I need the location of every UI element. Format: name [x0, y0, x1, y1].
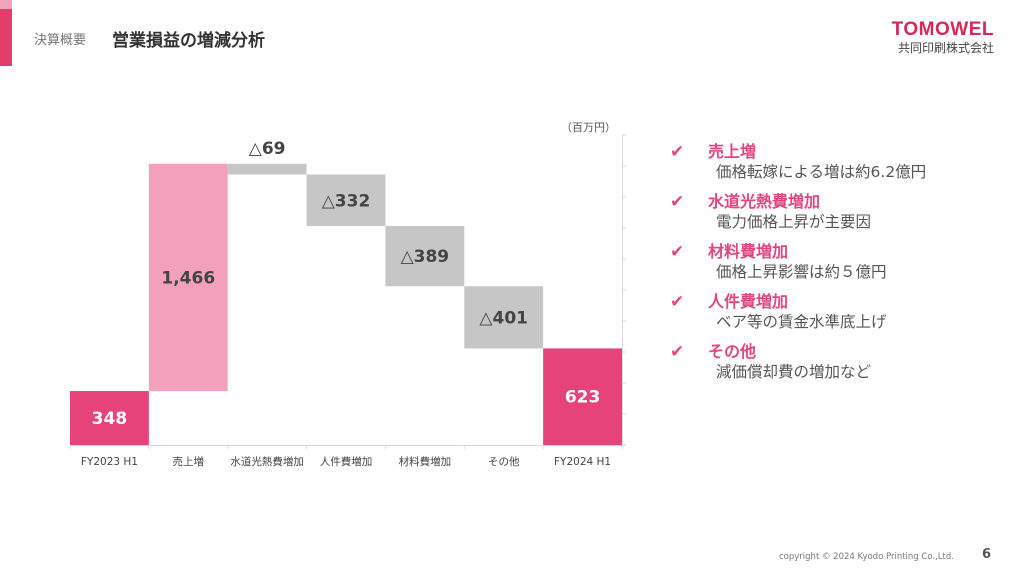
check-icon: ✔ [670, 142, 685, 162]
data-label: △69 [249, 139, 286, 159]
category-label: 人件費増加 [320, 455, 373, 468]
logo-company: 共同印刷株式会社 [897, 41, 994, 55]
copyright: copyright © 2024 Kyodo Printing Co.,Ltd. [779, 552, 954, 562]
page-number: 6 [982, 547, 992, 562]
category-label: FY2024 H1 [554, 456, 611, 468]
data-label: 348 [92, 409, 128, 429]
note-body: 価格転嫁による増は約6.2億円 [716, 163, 927, 181]
check-icon: ✔ [670, 242, 685, 262]
bar-6 [543, 348, 622, 445]
note-item: ✔ 水道光熱費増加電力価格上昇が主要因 [670, 192, 926, 233]
accent-bar-top [0, 0, 12, 9]
note-title: 材料費増加 [708, 242, 789, 261]
bar-4 [385, 225, 465, 287]
check-icon: ✔ [670, 192, 685, 212]
page-title: 営業損益の増減分析 [112, 31, 265, 51]
note-heading: ✔ 売上増 [670, 142, 926, 162]
category-label: 材料費増加 [399, 455, 452, 468]
note-heading: ✔ 人件費増加 [670, 292, 926, 312]
category-label: 水道光熱費増加 [230, 455, 304, 468]
data-label: 623 [565, 388, 601, 408]
note-heading: ✔ 材料費増加 [670, 242, 926, 262]
note-body: ベア等の賃金水準底上げ [716, 313, 887, 331]
note-title: 人件費増加 [708, 292, 789, 311]
data-label: △401 [479, 308, 528, 328]
note-item: ✔ 人件費増加ベア等の賃金水準底上げ [670, 292, 926, 333]
check-icon: ✔ [670, 342, 685, 362]
bar-0 [70, 391, 149, 445]
logo-name: TOMOWEL [891, 19, 994, 40]
note-title: 売上増 [708, 142, 757, 161]
notes-list: ✔ 売上増価格転嫁による増は約6.2億円 ✔ 水道光熱費増加電力価格上昇が主要因 ✔ 材料… [670, 142, 926, 392]
note-body: 電力価格上昇が主要因 [716, 213, 872, 231]
bar-2 [227, 163, 307, 175]
note-heading: ✔ 水道光熱費増加 [670, 192, 926, 212]
note-title: 水道光熱費増加 [708, 192, 821, 211]
note-heading: ✔ その他 [670, 342, 926, 362]
note-body: 減価償却費の増加など [716, 363, 872, 381]
note-body: 価格上昇影響は約５億円 [716, 263, 887, 281]
note-item: ✔ 材料費増加価格上昇影響は約５億円 [670, 242, 926, 283]
section-label: 決算概要 [34, 33, 87, 48]
bar-5 [464, 286, 544, 349]
check-icon: ✔ [670, 292, 685, 312]
unit-label: （百万円） [561, 121, 616, 134]
note-item: ✔ 売上増価格転嫁による増は約6.2億円 [670, 142, 926, 183]
logo: TOMOWEL 共同印刷株式会社 [892, 20, 994, 56]
note-title: その他 [708, 342, 757, 361]
category-label: 売上増 [173, 455, 205, 468]
data-label: △389 [401, 247, 450, 267]
data-label: △332 [322, 191, 371, 211]
accent-bar [0, 9, 12, 66]
data-label: 1,466 [161, 268, 215, 288]
bar-3 [306, 174, 386, 226]
category-label: その他 [488, 455, 520, 468]
category-label: FY2023 H1 [81, 456, 138, 468]
note-item: ✔ その他減価償却費の増加など [670, 342, 926, 383]
bar-1 [148, 163, 228, 392]
